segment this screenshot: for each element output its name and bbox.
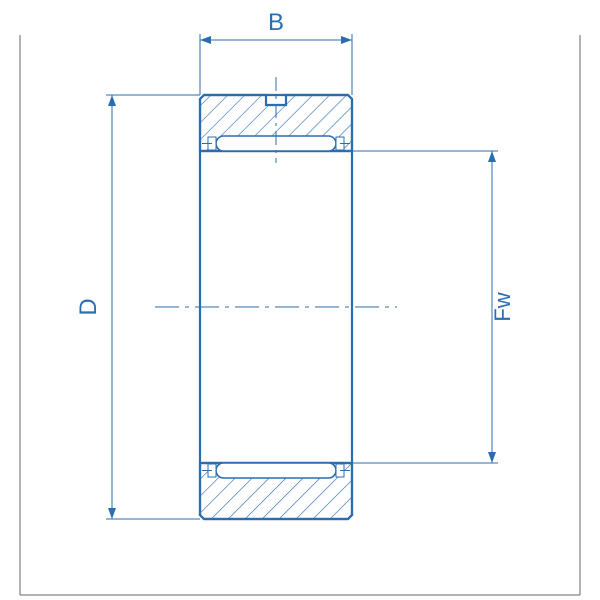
drawing-frame [20,555,580,595]
dimension-label-fw: Fw [490,292,515,321]
bearing-cross-section: B D Fw [0,0,600,600]
dimension-label-d: D [75,298,102,315]
roller [216,463,336,478]
dimension-label-b: B [268,9,284,36]
